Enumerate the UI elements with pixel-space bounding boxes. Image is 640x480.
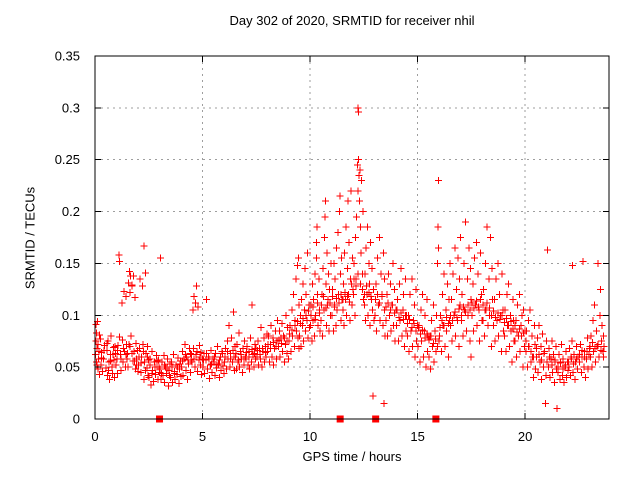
x-axis-label: GPS time / hours [302, 449, 402, 464]
y-tick-label: 0.1 [62, 308, 80, 323]
y-tick-label: 0.35 [55, 49, 80, 64]
x-tick-label: 5 [199, 429, 206, 444]
y-tick-label: 0.2 [62, 204, 80, 219]
plot-border [94, 55, 610, 420]
y-tick-label: 0 [73, 412, 80, 427]
y-tick-label: 0.05 [55, 360, 80, 375]
x-tick-label: 20 [518, 429, 532, 444]
chart-title: Day 302 of 2020, SRMTID for receiver nhi… [229, 13, 475, 28]
x-tick-label: 10 [303, 429, 317, 444]
y-tick-label: 0.15 [55, 256, 80, 271]
x-tick-label: 0 [91, 429, 98, 444]
y-tick-label: 0.25 [55, 152, 80, 167]
x-tick-label: 15 [410, 429, 424, 444]
data-points-srmtid [91, 104, 608, 413]
y-tick-label: 0.3 [62, 100, 80, 115]
